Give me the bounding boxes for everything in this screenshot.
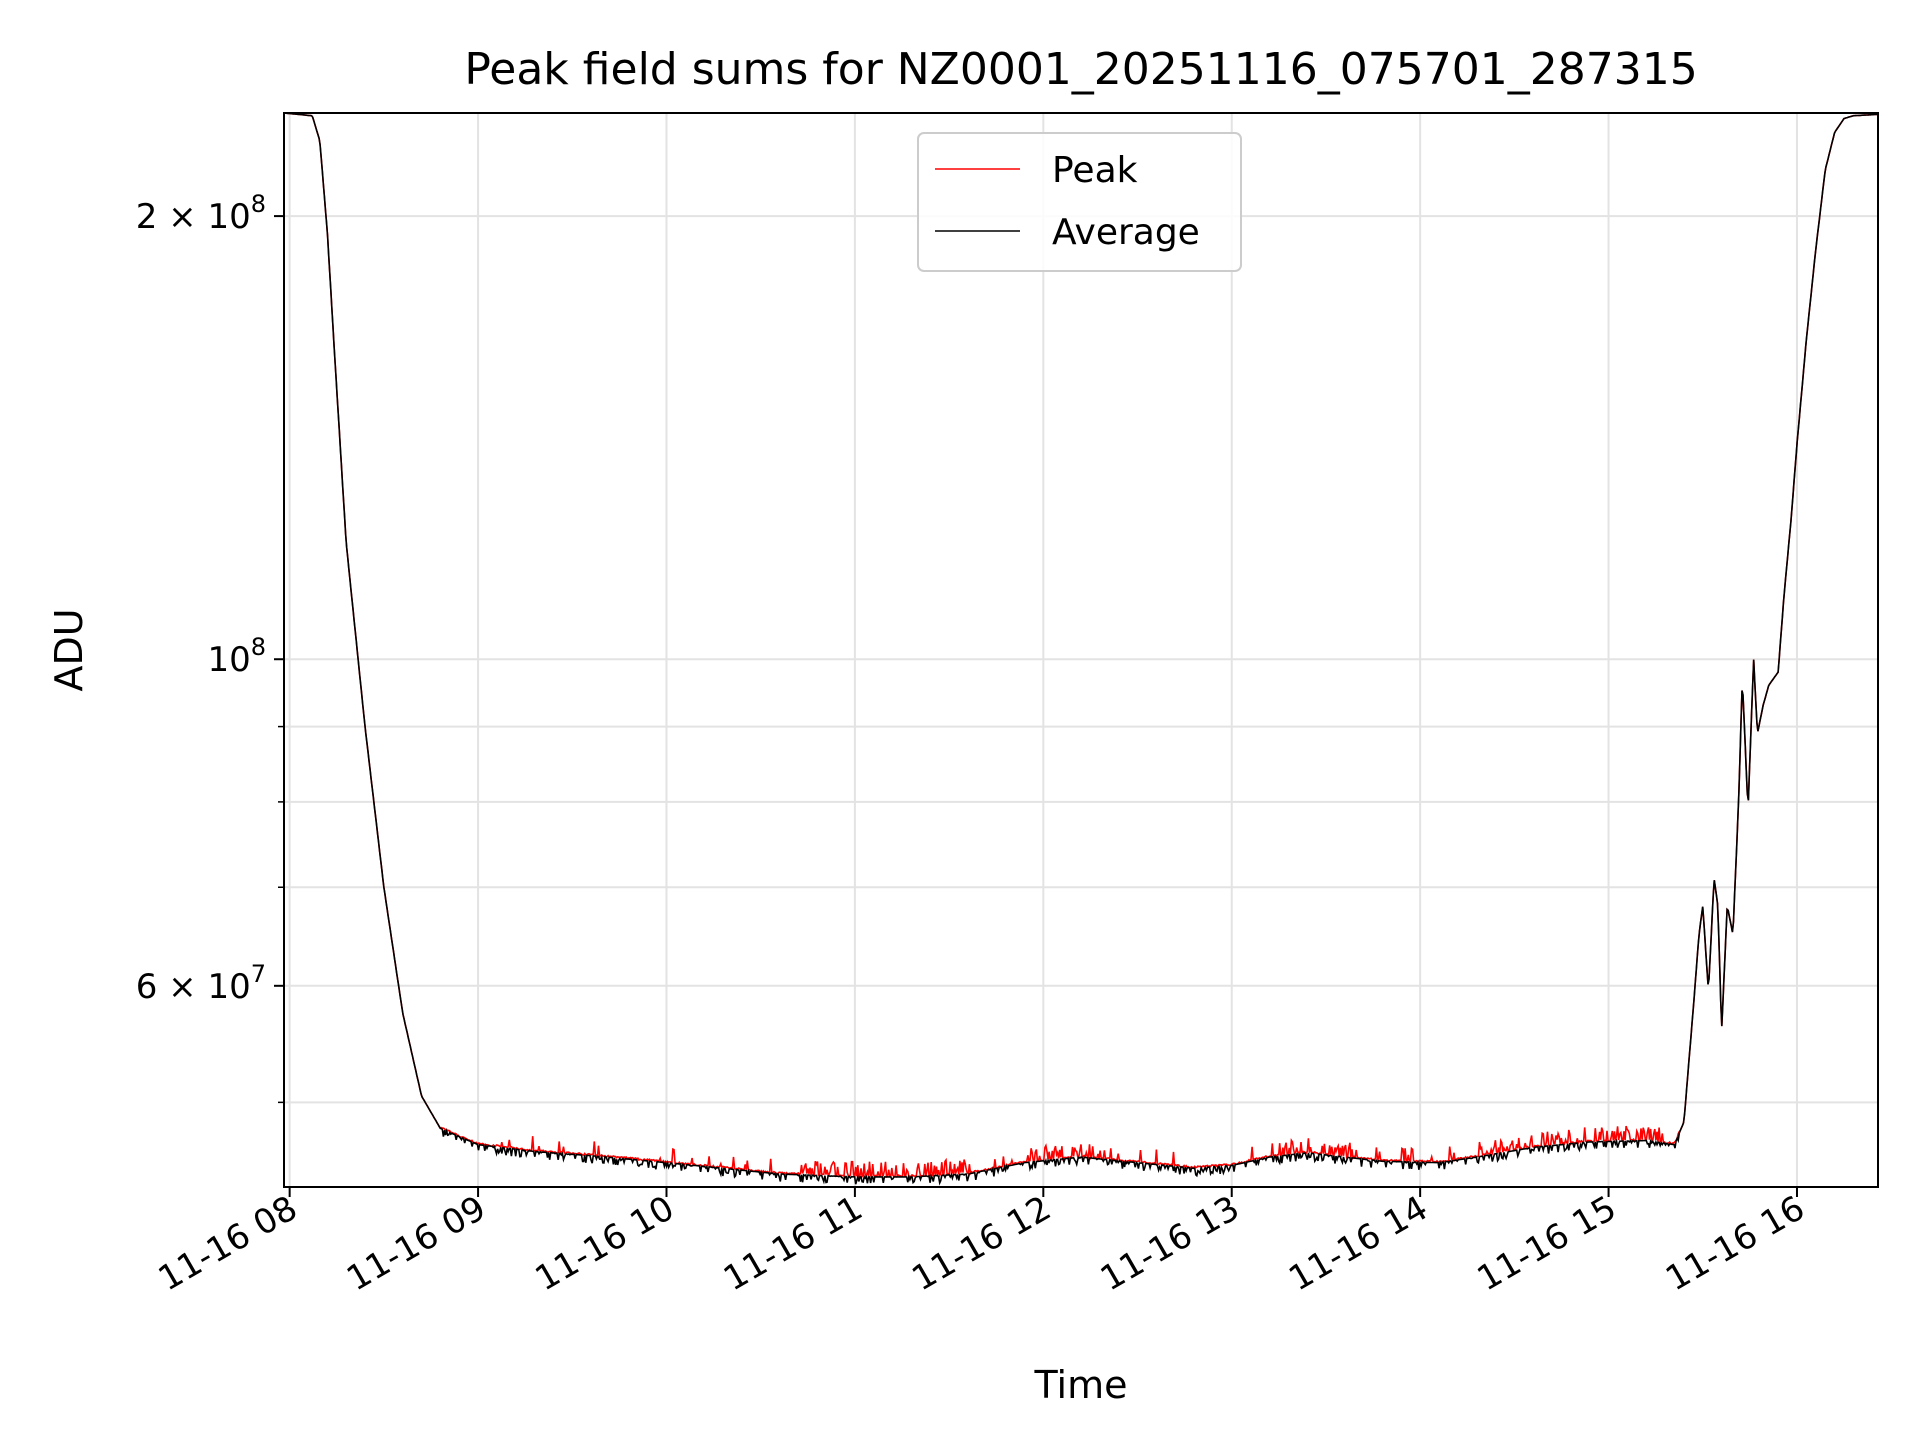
- y-tick-label: 6 × 107: [136, 960, 266, 1007]
- x-tick-label: 11-16 16: [1659, 1188, 1811, 1299]
- x-tick-label: 11-16 09: [340, 1188, 492, 1299]
- x-tick-label: 11-16 11: [717, 1188, 869, 1299]
- legend-label-average: Average: [1052, 212, 1200, 253]
- x-tick-label: 11-16 15: [1471, 1188, 1623, 1299]
- y-axis-label: ADU: [47, 608, 91, 691]
- series-line-peak: [284, 113, 1878, 1180]
- chart-title: Peak field sums for NZ0001_20251116_0757…: [464, 44, 1697, 95]
- axis-ticks: 11-16 08 11-16 09 11-16 10 11-16 11 11-16 12…: [136, 190, 1812, 1299]
- legend-box: [917, 132, 1242, 272]
- plot-series: [284, 113, 1878, 1186]
- x-axis-label: Time: [1034, 1363, 1128, 1407]
- y-tick-label: 2 × 108: [136, 190, 266, 237]
- legend-label-peak: Peak: [1052, 150, 1138, 191]
- x-tick-label: 11-16 10: [529, 1188, 681, 1299]
- x-tick-label: 11-16 08: [152, 1188, 304, 1299]
- series-line-average: [284, 113, 1878, 1186]
- legend: Peak Average: [917, 132, 1242, 272]
- x-tick-label: 11-16 13: [1094, 1188, 1246, 1299]
- grid-lines: [284, 113, 1878, 1187]
- x-tick-label: 11-16 14: [1282, 1188, 1434, 1299]
- axes-frame: [283, 112, 1879, 1188]
- y-tick-label: 108: [207, 633, 266, 680]
- x-tick-label: 11-16 12: [905, 1188, 1057, 1299]
